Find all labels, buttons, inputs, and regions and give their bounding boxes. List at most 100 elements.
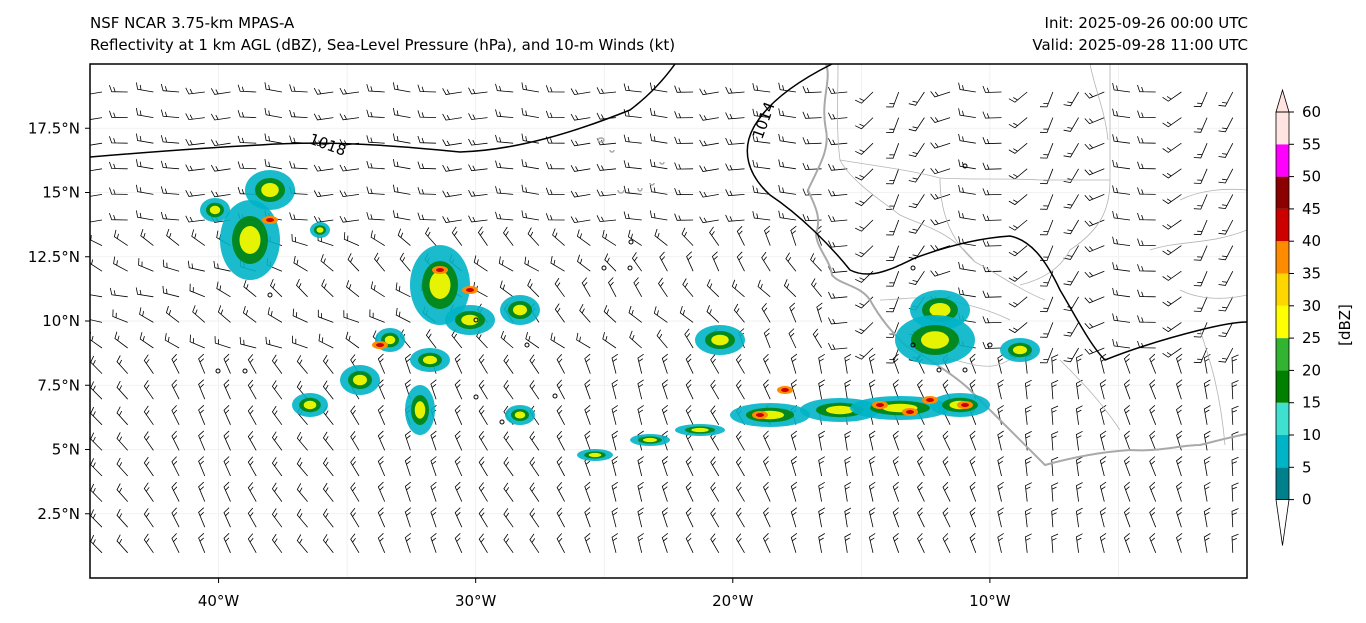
echo-core (423, 355, 437, 365)
wind-barb (1063, 347, 1079, 363)
echo-core (513, 304, 527, 316)
wind-barb (1162, 296, 1182, 307)
colorbar-level-label: 10 (1302, 426, 1321, 444)
isobar-1018 (90, 64, 676, 158)
wind-barb (1162, 194, 1182, 205)
wind-barb (629, 330, 642, 349)
wind-barb (1112, 262, 1131, 272)
wind-barb (778, 108, 796, 118)
wind-barb (818, 430, 826, 451)
wind-barb (828, 189, 848, 197)
wind-barb (343, 232, 360, 246)
wind-barb (339, 164, 360, 172)
echo-intense (876, 403, 884, 407)
wind-barb (1193, 347, 1208, 364)
echo-core (414, 401, 426, 419)
wind-barb (778, 185, 796, 195)
wind-barb (366, 160, 385, 170)
wind-barb (1112, 134, 1131, 144)
wind-barb (1099, 532, 1107, 553)
wind-barb (495, 211, 514, 221)
wind-barb (1063, 322, 1079, 337)
wind-barb (417, 187, 437, 195)
wind-barb (247, 507, 257, 528)
wind-barb (109, 212, 128, 221)
wind-barb (289, 84, 308, 93)
wind-barb (637, 456, 644, 477)
wind-barb (210, 139, 231, 147)
wind-barb (247, 482, 257, 502)
wind-barb (185, 164, 205, 172)
wind-barb (1176, 430, 1183, 451)
wind-barb (1162, 168, 1182, 179)
wind-barb (291, 233, 308, 246)
wind-barb (1024, 405, 1032, 425)
wind-barb (982, 85, 1002, 93)
wind-barb (982, 188, 1002, 196)
echo-intense (961, 403, 969, 407)
wind-barb (1075, 430, 1083, 451)
wind-barb (778, 210, 796, 221)
lat-tick-label: 10°N (42, 312, 80, 330)
wind-barb (684, 328, 694, 349)
wind-barb (735, 482, 745, 502)
wind-barb (1123, 532, 1131, 553)
wind-barb (1008, 142, 1028, 154)
wind-barb (682, 278, 694, 298)
wind-barb (685, 507, 694, 528)
wind-barb (1112, 339, 1131, 349)
wind-barb (1084, 168, 1105, 176)
wind-barb (757, 279, 771, 298)
wind-barb (1123, 456, 1131, 477)
wind-barb (399, 252, 411, 272)
wind-barb (503, 431, 514, 451)
wind-barb (982, 162, 1002, 170)
wind-barb (545, 110, 565, 118)
wind-barb (1231, 533, 1239, 553)
wind-barb (135, 287, 154, 298)
wind-barb (982, 213, 1002, 221)
wind-barb (198, 353, 206, 374)
wind-barb (322, 482, 334, 502)
wind-barb (1162, 117, 1182, 128)
wind-barb (886, 168, 900, 185)
wind-barb (699, 216, 719, 224)
lat-tick-label: 2.5°N (37, 505, 80, 523)
wind-barb (529, 380, 540, 400)
wind-barb (1123, 404, 1131, 425)
wind-barb (790, 456, 798, 477)
echo-core (209, 205, 221, 215)
wind-barb (1084, 142, 1105, 150)
wind-barb (942, 430, 951, 451)
wind-barb (185, 113, 205, 121)
wind-barb (247, 354, 257, 374)
wind-barb (545, 187, 565, 195)
wind-barb (886, 219, 900, 236)
wind-barb (210, 164, 231, 172)
wind-barb (661, 456, 669, 477)
wind-barb (1218, 194, 1234, 210)
wind-barb (369, 309, 385, 323)
wind-barb (1084, 194, 1105, 201)
echo-intense (906, 410, 914, 414)
wind-barb (223, 481, 231, 502)
wind-barb (828, 86, 848, 94)
wind-barb (674, 111, 694, 119)
wind-barb (1149, 481, 1157, 502)
wind-barb (529, 354, 540, 374)
wind-barb (685, 379, 694, 400)
wind-barb (1162, 91, 1182, 102)
wind-barb (886, 245, 900, 262)
colorbar-level-label: 20 (1302, 361, 1321, 379)
wind-barb (521, 133, 539, 144)
wind-barb (1075, 507, 1083, 528)
wind-barb (596, 87, 617, 95)
wind-barb (868, 379, 876, 400)
wind-barb (198, 456, 206, 477)
wind-barb (1218, 271, 1234, 286)
wind-barb (113, 256, 128, 272)
wind-barb (1008, 296, 1028, 308)
wind-barb (763, 533, 771, 553)
wind-barb (521, 82, 539, 93)
